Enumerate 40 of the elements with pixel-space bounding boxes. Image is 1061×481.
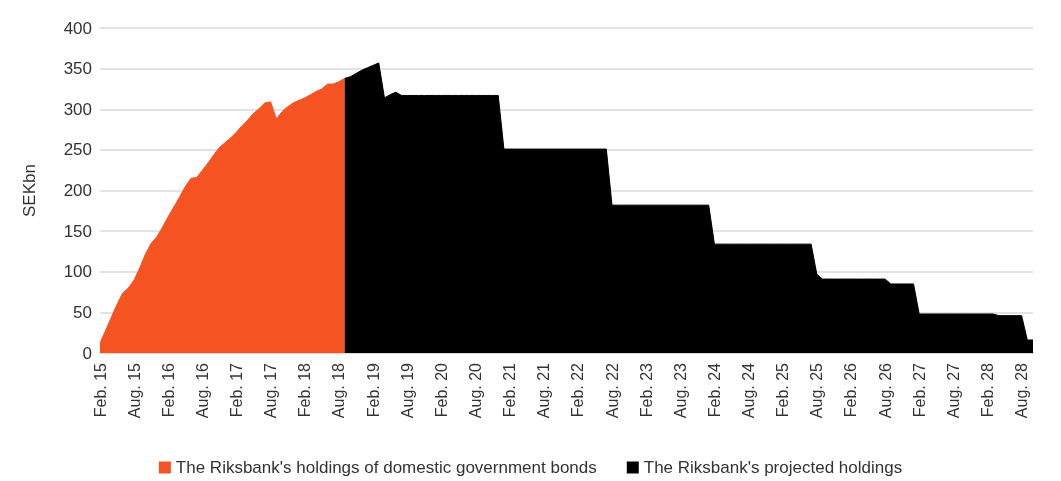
- y-tick-label: 50: [73, 302, 92, 322]
- y-tick-label: 400: [63, 18, 92, 38]
- x-tick-label: Feb. 19: [364, 362, 382, 418]
- x-tick-label: Feb. 27: [910, 362, 928, 418]
- x-tick-label: Aug. 28: [1013, 362, 1031, 419]
- y-tick-label: 100: [63, 262, 92, 282]
- x-tick-label: Feb. 25: [774, 362, 792, 418]
- x-tick-label: Aug. 15: [125, 362, 143, 419]
- x-tick-label: Feb. 28: [978, 362, 996, 418]
- x-tick-label: Aug. 16: [193, 362, 211, 419]
- x-tick-label: Aug. 22: [603, 362, 621, 419]
- y-tick-label: 150: [63, 221, 92, 241]
- x-tick-label: Aug. 27: [944, 362, 962, 419]
- x-tick-label: Feb. 21: [501, 362, 519, 418]
- x-tick-label: Feb. 23: [637, 362, 655, 418]
- x-tick-label: Aug. 26: [876, 362, 894, 419]
- legend-label: The Riksbank's projected holdings: [643, 458, 903, 477]
- x-tick-label: Aug. 17: [262, 362, 280, 419]
- y-tick-label: 300: [63, 99, 92, 119]
- y-tick-label: 250: [63, 140, 92, 160]
- x-tick-label: Feb. 24: [705, 362, 723, 418]
- y-tick-label: 200: [63, 181, 92, 200]
- x-tick-label: Feb. 20: [432, 362, 450, 418]
- x-tick-label: Aug. 20: [466, 362, 484, 419]
- x-tick-label: Aug. 19: [398, 362, 416, 419]
- x-tick-label: Feb. 22: [569, 362, 587, 418]
- x-tick-label: Feb. 16: [159, 362, 177, 418]
- x-tick-label: Feb. 17: [228, 362, 246, 418]
- x-tick-label: Aug. 21: [535, 362, 553, 419]
- x-tick-label: Aug. 24: [740, 362, 758, 419]
- x-tick-label: Aug. 18: [330, 362, 348, 419]
- x-tick-label: Aug. 23: [671, 362, 689, 419]
- y-axis-title: SEKbn: [20, 164, 39, 217]
- x-tick-label: Feb. 26: [842, 362, 860, 418]
- y-tick-label: 350: [63, 59, 92, 79]
- x-tick-label: Feb. 15: [91, 362, 109, 418]
- legend-label: The Riksbank's holdings of domestic government bonds: [175, 458, 597, 477]
- y-tick-label: 0: [82, 343, 92, 363]
- x-tick-label: Aug. 25: [808, 362, 826, 419]
- x-tick-label: Feb. 18: [296, 362, 314, 418]
